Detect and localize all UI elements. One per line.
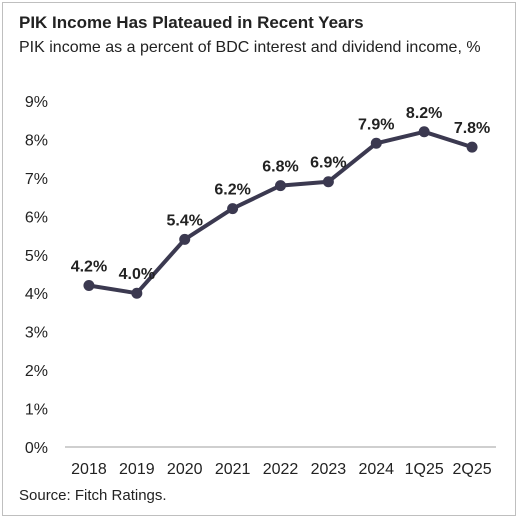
data-points <box>83 126 478 299</box>
x-tick-label: 2022 <box>263 461 299 478</box>
y-tick-label: 2% <box>25 363 48 380</box>
y-tick-label: 0% <box>25 440 48 457</box>
chart-frame: PIK Income Has Plateaued in Recent Years… <box>2 2 516 516</box>
data-point <box>131 287 143 299</box>
data-point <box>179 233 191 245</box>
y-tick-label: 9% <box>25 94 48 111</box>
data-labels: 4.2% 4.0% 5.4% 6.2% 6.8% 6.9% 7.9% 8.2% 7.8% <box>71 105 491 283</box>
chart-source: Source: Fitch Ratings. <box>19 487 167 504</box>
data-point <box>466 141 478 153</box>
x-tick-label: 1Q25 <box>405 461 444 478</box>
data-point <box>418 126 430 138</box>
data-label: 4.0% <box>119 266 155 283</box>
data-label: 5.4% <box>166 212 202 229</box>
data-point <box>83 280 95 292</box>
y-tick-label: 6% <box>25 209 48 226</box>
data-label: 7.8% <box>454 120 490 137</box>
x-tick-label: 2020 <box>167 461 203 478</box>
data-label: 6.2% <box>214 182 250 199</box>
x-tick-label: 2024 <box>358 461 394 478</box>
y-tick-label: 5% <box>25 248 48 265</box>
chart-subtitle: PIK income as a percent of BDC interest … <box>19 39 481 56</box>
data-point <box>275 180 286 192</box>
y-tick-label: 4% <box>25 286 48 303</box>
x-axis-ticks: 2018 2019 2020 2021 2022 2023 2024 1Q25 2Q25 <box>71 461 492 478</box>
x-tick-label: 2018 <box>71 461 107 478</box>
data-label: 4.2% <box>71 259 107 276</box>
y-tick-label: 8% <box>25 132 48 149</box>
y-tick-label: 3% <box>25 325 48 342</box>
data-label: 6.8% <box>262 159 298 176</box>
data-point <box>370 137 382 149</box>
x-tick-label: 2023 <box>311 461 347 478</box>
y-tick-label: 1% <box>25 402 48 419</box>
data-point <box>322 176 334 188</box>
data-label: 8.2% <box>406 105 442 122</box>
x-tick-label: 2Q25 <box>452 461 491 478</box>
x-tick-label: 2019 <box>119 461 155 478</box>
y-axis-ticks: 0% 1% 2% 3% 4% 5% 6% 7% 8% 9% <box>25 94 48 457</box>
chart-title: PIK Income Has Plateaued in Recent Years <box>19 13 364 32</box>
x-tick-label: 2021 <box>215 461 251 478</box>
y-tick-label: 7% <box>25 171 48 188</box>
data-label: 6.9% <box>310 155 346 172</box>
data-label: 7.9% <box>358 116 394 133</box>
data-point <box>227 203 239 215</box>
